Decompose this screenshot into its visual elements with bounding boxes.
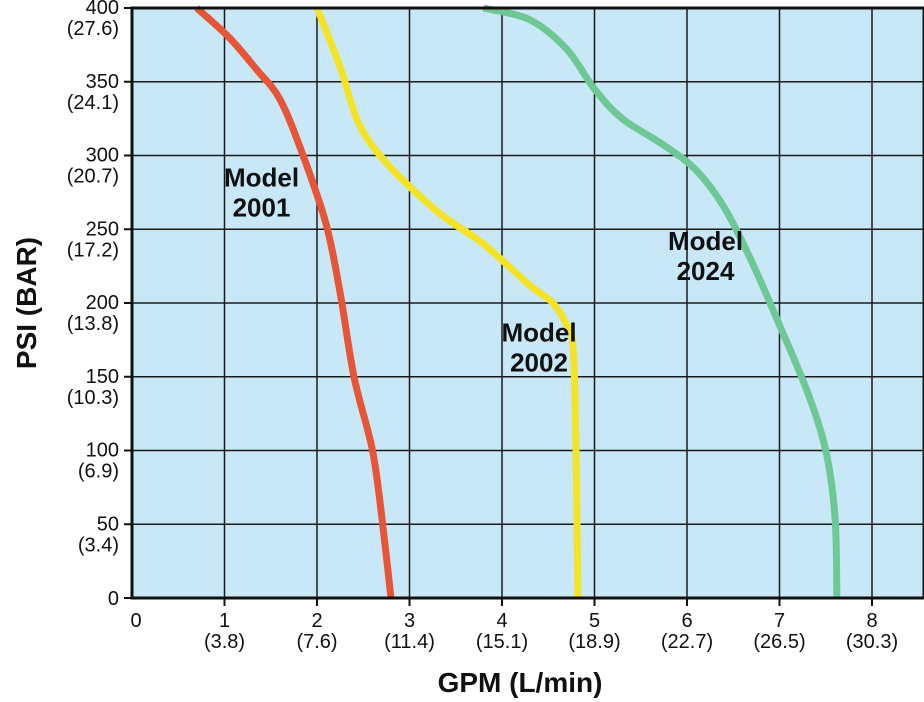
y-tick-label: 400	[86, 0, 119, 19]
x-tick-sublabel: (22.7)	[661, 631, 713, 653]
series-label-model-2024: Model 2024	[668, 226, 743, 286]
y-tick-sublabel: (20.7)	[67, 166, 119, 188]
series-label-model-2001: Model 2001	[224, 162, 299, 222]
x-tick-label: 3	[404, 610, 415, 632]
x-tick-sublabel: (18.9)	[568, 631, 620, 653]
y-tick-sublabel: (27.6)	[67, 18, 119, 40]
x-tick-label: 5	[589, 610, 600, 632]
y-tick-label: 50	[97, 513, 119, 535]
series-label-line: 2024	[677, 256, 735, 286]
y-tick-sublabel: (24.1)	[67, 92, 119, 114]
y-tick-sublabel: (13.8)	[67, 313, 119, 335]
y-tick-label: 100	[86, 440, 119, 462]
y-tick-sublabel: (6.9)	[78, 461, 119, 483]
x-tick-label: 7	[774, 610, 785, 632]
x-tick-sublabel: (3.8)	[204, 631, 245, 653]
x-tick-label: 0	[130, 610, 141, 632]
series-label-line: Model	[224, 162, 299, 192]
x-tick-sublabel: (26.5)	[753, 631, 805, 653]
x-axis-title: GPM (L/min)	[438, 667, 603, 698]
series-group	[194, 4, 841, 599]
x-tick-sublabel: (30.3)	[846, 631, 898, 653]
series-line-model-2001	[194, 5, 395, 599]
y-tick-label: 150	[86, 366, 119, 388]
y-tick-label: 200	[86, 292, 119, 314]
series-line-model-2002	[313, 6, 582, 599]
y-axis-title: PSI (BAR)	[11, 237, 42, 369]
x-tick-label: 1	[219, 610, 230, 632]
y-axis-ticks: 0 50(3.4) 100(6.9) 150(10.3) 200(13.8) 250(17…	[67, 0, 132, 610]
series-label-model-2002: Model 2002	[501, 317, 576, 377]
x-tick-label: 8	[866, 610, 877, 632]
y-tick-label: 0	[108, 588, 119, 610]
y-tick-sublabel: (17.2)	[67, 239, 119, 261]
x-tick-label: 4	[496, 610, 507, 632]
y-tick-sublabel: (3.4)	[78, 534, 119, 556]
x-tick-sublabel: (11.4)	[384, 631, 435, 653]
series-label-line: 2002	[510, 347, 568, 377]
x-tick-sublabel: (15.1)	[476, 631, 528, 653]
series-label-line: Model	[501, 317, 576, 347]
x-axis-ticks: 0 1(3.8) 2(7.6) 3(11.4) 4(15.1) 5(18.9) 6(22.7…	[130, 598, 898, 653]
x-tick-label: 6	[681, 610, 692, 632]
y-tick-label: 350	[86, 71, 119, 93]
y-tick-label: 300	[86, 145, 119, 167]
series-label-line: Model	[668, 226, 743, 256]
grid	[132, 8, 924, 598]
x-tick-sublabel: (7.6)	[296, 631, 337, 653]
y-tick-label: 250	[86, 218, 119, 240]
series-label-line: 2001	[233, 192, 291, 222]
series-line-model-2024	[482, 4, 841, 599]
y-tick-sublabel: (10.3)	[67, 387, 119, 409]
x-tick-label: 2	[311, 610, 322, 632]
